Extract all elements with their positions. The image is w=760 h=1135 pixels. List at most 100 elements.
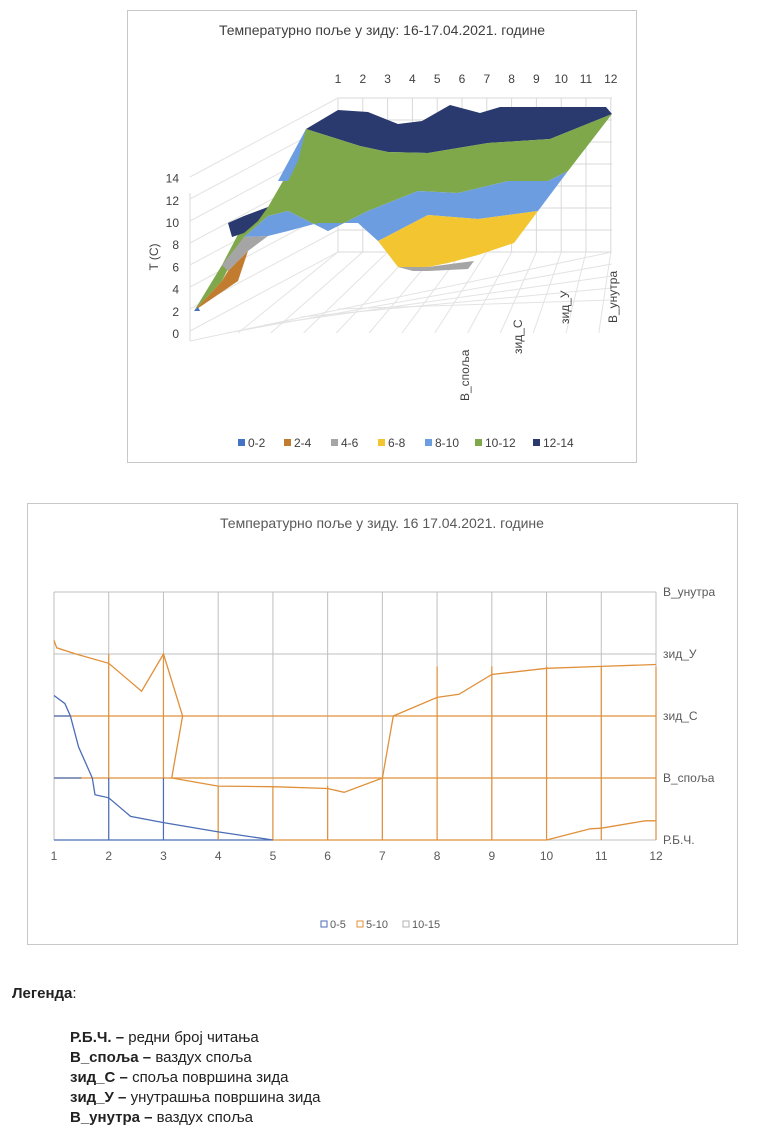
legend-label: 12-14 (543, 436, 574, 450)
position-tick-label: зид_У (663, 647, 697, 661)
reading-tick-label: 10 (540, 849, 554, 863)
legend-term: В_унутра (70, 1109, 140, 1126)
legend-term: В_споља (70, 1049, 139, 1066)
contour-chart: Температурно поље у зиду. 16 17.04.2021.… (27, 503, 738, 945)
legend-label: 0-2 (248, 436, 266, 450)
legend-label: 6-8 (388, 436, 406, 450)
grid-line (434, 251, 488, 334)
temperature-axis-label: T (C) (147, 243, 161, 270)
temperature-tick-label: 2 (172, 305, 179, 319)
grid-line (300, 287, 613, 318)
reading-tick-label: 4 (409, 72, 416, 86)
legend-description: редни број читања (128, 1029, 259, 1046)
reading-tick-label: 12 (604, 72, 618, 86)
contour-line (53, 694, 273, 841)
grid-line (263, 275, 613, 326)
contour-line (53, 640, 657, 793)
grid-line (337, 299, 613, 310)
reading-tick-labels: 1 2 3 4 5 6 7 8 9 10 11 12 (51, 849, 663, 863)
temperature-tick-label: 14 (166, 172, 180, 186)
position-tick-label: В_унутра (663, 585, 715, 599)
temperature-tick-label: 10 (166, 216, 180, 230)
legend-heading: Легенда: (12, 985, 77, 1002)
reading-tick-label: 2 (359, 72, 366, 86)
legend-label: 0-5 (330, 919, 346, 931)
depth-tick-label: зид_У (558, 290, 572, 324)
legend-definition-row: В_споља – ваздух споља (70, 1049, 252, 1066)
grid-line (532, 251, 562, 334)
reading-tick-label: 2 (105, 849, 112, 863)
legend-definitions: Р.Б.Ч. – редни број читања В_споља – ваз… (70, 1028, 752, 1128)
legend-definition-row: зид_С – споља површина зида (70, 1069, 289, 1086)
reading-tick-label: 7 (379, 849, 386, 863)
surface-band-6-8 (378, 211, 538, 267)
grid-line (598, 251, 612, 334)
legend-definition-row: зид_У – унутрашња површина зида (70, 1089, 321, 1106)
temperature-tick-label: 8 (172, 238, 179, 252)
contour-lines (53, 640, 657, 841)
legend-swatch (356, 920, 364, 928)
surface-band-4-6 (222, 236, 268, 271)
surface-chart-title: Температурно поље у зиду: 16-17.04.2021.… (219, 22, 545, 38)
surface-band-10-12 (194, 114, 612, 311)
reading-tick-label: 1 (335, 72, 342, 86)
legend-definition-row: В_унутра – ваздух споља (70, 1109, 253, 1126)
temperature-tick-label: 4 (172, 283, 179, 297)
legend-description: споља површина зида (132, 1069, 289, 1086)
temperature-tick-label: 6 (172, 260, 179, 274)
legend-description: ваздух споља (155, 1049, 252, 1066)
legend-swatch (402, 920, 410, 928)
legend-term: Р.Б.Ч. (70, 1029, 112, 1046)
surface-legend: 0-2 2-4 4-6 6-8 8-10 10-12 12-14 (238, 436, 574, 450)
contour-grid (53, 591, 657, 841)
reading-tick-label: 11 (595, 849, 608, 863)
legend-label: 5-10 (366, 919, 388, 931)
grid-line (565, 251, 587, 334)
reading-tick-label: 9 (533, 72, 540, 86)
reading-tick-label: 9 (488, 849, 495, 863)
grid-line (467, 251, 513, 334)
reading-tick-labels: 1 2 3 4 5 6 7 8 9 10 11 12 (335, 72, 618, 86)
depth-tick-label: В_споља (458, 349, 472, 401)
reading-tick-label: 10 (555, 72, 569, 86)
depth-tick-labels: В_споља зид_С зид_У В_унутра (458, 271, 620, 401)
depth-tick-label: В_унутра (606, 271, 620, 323)
contour-chart-title: Температурно поље у зиду. 16 17.04.2021.… (220, 515, 544, 531)
grid-line (237, 251, 339, 334)
reading-tick-label: 5 (270, 849, 277, 863)
reading-tick-label: 3 (384, 72, 391, 86)
grid-line (270, 251, 364, 334)
grid-line (189, 97, 339, 178)
grid-line (499, 251, 537, 334)
reading-tick-label: 4 (215, 849, 222, 863)
reading-tick-label: 7 (483, 72, 490, 86)
legend-swatch (378, 439, 385, 446)
legend-swatch (284, 439, 291, 446)
surface-band-8-10 (244, 171, 568, 241)
position-tick-labels: Р.Б.Ч. В_споља зид_С зид_У В_унутра (663, 585, 715, 847)
legend-label: 10-12 (485, 436, 516, 450)
reading-tick-label: 8 (434, 849, 441, 863)
legend-label: 4-6 (341, 436, 359, 450)
grid-line (303, 251, 388, 334)
reading-tick-label: 11 (580, 72, 593, 86)
surface-band-0-2 (194, 307, 200, 311)
surface-band-2-4 (194, 251, 248, 311)
reading-tick-label: 6 (324, 849, 331, 863)
legend-term: зид_С (70, 1069, 116, 1086)
legend-section: Легенда: Р.Б.Ч. – редни број читања В_сп… (12, 985, 752, 1128)
surface-chart: Температурно поље у зиду: 16-17.04.2021.… (127, 10, 637, 463)
legend-definition-row: Р.Б.Ч. – редни број читања (70, 1029, 259, 1046)
contour-legend: 0-5 5-10 10-15 (320, 919, 440, 931)
legend-swatch (320, 920, 328, 928)
reading-tick-label: 12 (649, 849, 663, 863)
legend-label: 10-15 (412, 919, 440, 931)
legend-swatch (425, 439, 432, 446)
reading-tick-label: 6 (459, 72, 466, 86)
legend-swatch (238, 439, 245, 446)
position-tick-label: Р.Б.Ч. (663, 833, 695, 847)
reading-tick-label: 1 (51, 849, 58, 863)
legend-heading-text: Легенда (12, 985, 73, 1002)
reading-tick-label: 8 (508, 72, 515, 86)
position-tick-label: зид_С (663, 709, 698, 723)
